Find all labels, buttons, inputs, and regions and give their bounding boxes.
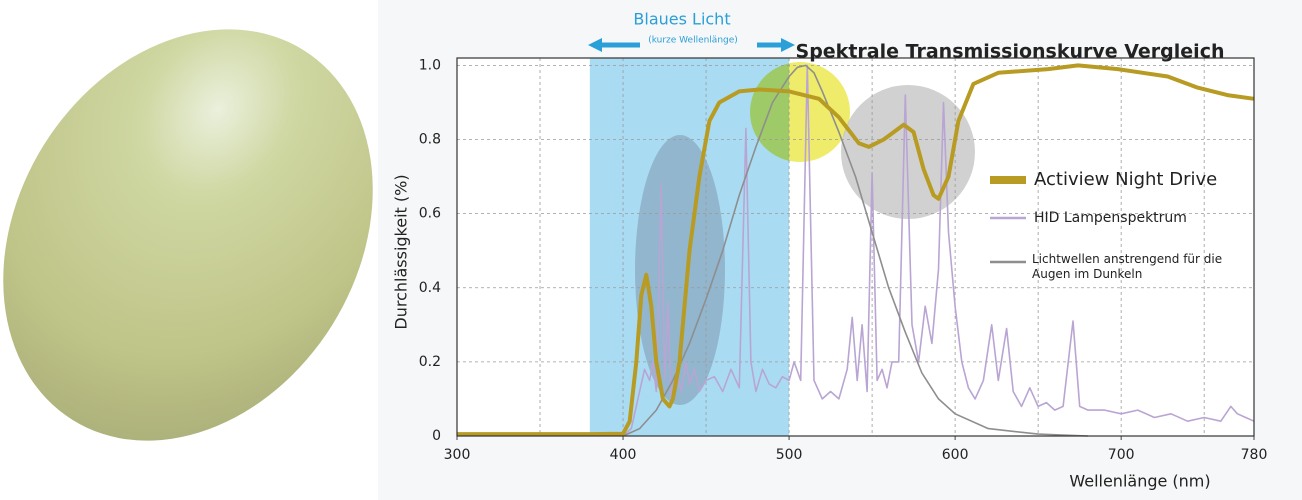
x-tick-label: 400 [610, 447, 637, 463]
arrow-right-head [781, 38, 795, 52]
annotation-arrows [588, 38, 795, 52]
y-tick-label: 0 [432, 428, 441, 444]
x-tick-label: 300 [444, 447, 471, 463]
series-line [622, 64, 1255, 437]
x-tick-label: 700 [1108, 447, 1135, 463]
annotation-subtext: (kurze Wellenlänge) [648, 36, 738, 46]
y-tick-label: 0.8 [419, 132, 441, 148]
arrow-left-head [588, 38, 602, 52]
legend-label: Lichtwellen anstrengend für die Augen im… [1032, 252, 1223, 281]
x-axis-label: Wellenlänge (nm) [1069, 472, 1210, 491]
annotation: Blaues Licht [633, 10, 730, 29]
x-tick-label: 600 [942, 447, 969, 463]
y-tick-label: 1.0 [419, 57, 441, 73]
x-tick-label: 780 [1241, 447, 1268, 463]
legend-label: HID Lampenspektrum [1034, 210, 1187, 226]
y-tick-label: 0.6 [419, 206, 441, 222]
x-tick-label: 500 [776, 447, 803, 463]
legend-label-box: Lichtwellen anstrengend für die Augen im… [1032, 252, 1223, 281]
series-line [457, 63, 1255, 437]
lens-image [3, 29, 373, 441]
chart-title: Spektrale Transmissionskurve Vergleich [796, 41, 1225, 63]
plot-frame [456, 57, 1255, 437]
y-axis-label: Durchlässigkeit (%) [392, 174, 411, 329]
highlight-circle [750, 62, 850, 162]
y-tick-label: 0.4 [419, 280, 441, 296]
series-line [622, 64, 1089, 437]
y-tick-label: 0.2 [419, 354, 441, 370]
legend-label: Actiview Night Drive [1034, 169, 1217, 190]
plot-area [456, 57, 1255, 440]
